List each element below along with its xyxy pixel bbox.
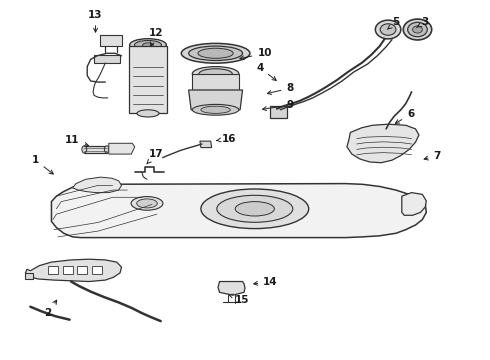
Ellipse shape	[413, 26, 422, 33]
Polygon shape	[100, 35, 122, 46]
Ellipse shape	[193, 67, 239, 81]
Polygon shape	[270, 106, 287, 118]
Ellipse shape	[104, 146, 109, 153]
Text: 14: 14	[254, 276, 278, 287]
Ellipse shape	[137, 199, 157, 208]
Polygon shape	[347, 124, 419, 163]
Ellipse shape	[198, 48, 233, 58]
Text: 3: 3	[416, 17, 429, 27]
Ellipse shape	[130, 39, 167, 51]
Ellipse shape	[235, 202, 274, 216]
Ellipse shape	[375, 20, 401, 39]
Text: 2: 2	[45, 300, 57, 318]
Text: 12: 12	[148, 28, 163, 46]
Polygon shape	[73, 177, 122, 193]
Ellipse shape	[137, 110, 159, 117]
Text: 7: 7	[424, 150, 441, 161]
Text: 15: 15	[229, 294, 250, 305]
Polygon shape	[402, 193, 426, 215]
Ellipse shape	[380, 24, 396, 35]
Ellipse shape	[199, 69, 232, 79]
Polygon shape	[200, 141, 212, 148]
Ellipse shape	[374, 127, 392, 138]
Ellipse shape	[131, 197, 163, 210]
Ellipse shape	[201, 106, 230, 113]
Ellipse shape	[189, 46, 243, 60]
Text: 8: 8	[268, 83, 294, 94]
Ellipse shape	[82, 146, 87, 153]
Text: 9: 9	[263, 100, 294, 111]
Text: 11: 11	[65, 135, 89, 146]
Polygon shape	[109, 143, 135, 154]
Polygon shape	[218, 282, 245, 295]
Text: 6: 6	[395, 109, 414, 123]
Polygon shape	[192, 74, 239, 90]
Text: 1: 1	[32, 155, 53, 174]
Text: 10: 10	[240, 48, 272, 60]
Ellipse shape	[408, 22, 427, 37]
Polygon shape	[25, 273, 33, 279]
Ellipse shape	[135, 41, 162, 50]
Polygon shape	[129, 46, 167, 113]
Polygon shape	[51, 184, 426, 238]
Ellipse shape	[193, 104, 239, 115]
Text: 5: 5	[388, 17, 399, 29]
Text: 16: 16	[217, 134, 237, 144]
Ellipse shape	[143, 43, 153, 47]
Polygon shape	[92, 266, 102, 274]
Polygon shape	[189, 90, 243, 110]
Text: 17: 17	[147, 149, 163, 164]
Polygon shape	[84, 146, 107, 153]
Ellipse shape	[217, 195, 293, 222]
Ellipse shape	[403, 19, 432, 40]
Ellipse shape	[181, 44, 250, 63]
Polygon shape	[48, 266, 58, 274]
Polygon shape	[63, 266, 73, 274]
Polygon shape	[77, 266, 87, 274]
Ellipse shape	[201, 189, 309, 229]
Text: 13: 13	[88, 10, 103, 32]
Polygon shape	[94, 55, 120, 63]
Polygon shape	[25, 259, 122, 282]
Text: 4: 4	[256, 63, 276, 80]
